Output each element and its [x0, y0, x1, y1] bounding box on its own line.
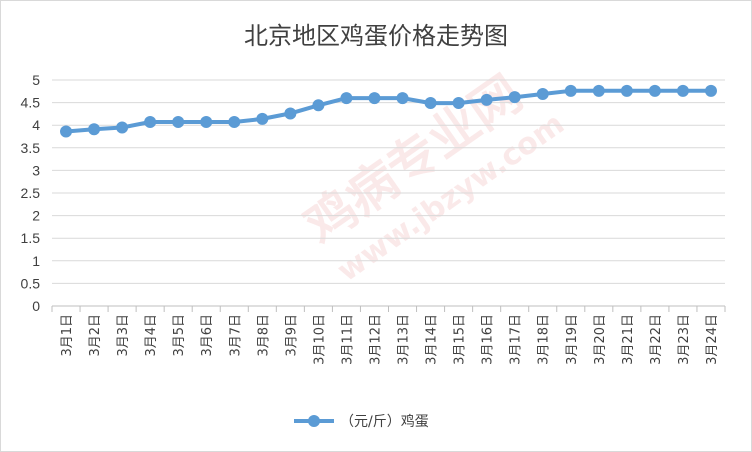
data-point	[452, 97, 465, 110]
y-tick-label: 3.5	[21, 140, 41, 156]
x-tick-label: 3月22日	[649, 314, 664, 365]
chart-title: 北京地区鸡蛋价格走势图	[244, 22, 508, 50]
y-tick-label: 0.5	[21, 275, 41, 291]
x-tick-label: 3月2日	[88, 314, 103, 357]
data-point	[256, 112, 269, 125]
x-tick-label: 3月9日	[284, 314, 299, 357]
data-point	[508, 91, 521, 104]
y-tick-label: 2	[32, 208, 40, 224]
y-tick-label: 2.5	[21, 185, 41, 201]
data-point	[368, 92, 381, 105]
x-tick-label: 3月16日	[481, 314, 496, 365]
x-tick-label: 3月4日	[144, 314, 159, 357]
x-tick-label: 3月13日	[397, 314, 412, 365]
data-point	[116, 121, 129, 134]
x-tick-label: 3月12日	[368, 314, 383, 365]
gridlines	[52, 79, 725, 284]
data-point	[88, 123, 101, 136]
x-tick-label: 3月18日	[537, 314, 552, 365]
x-tick-label: 3月11日	[340, 314, 355, 365]
y-tick-label: 5	[32, 72, 40, 88]
data-point	[284, 107, 297, 120]
series-layer	[60, 84, 717, 138]
legend: （元/斤）鸡蛋	[294, 413, 429, 430]
x-tick-label: 3月10日	[312, 314, 327, 365]
y-tick-label: 4.5	[21, 95, 41, 111]
y-tick-label: 1	[32, 253, 40, 269]
data-point	[60, 125, 73, 138]
data-point	[340, 92, 353, 105]
x-tick-label: 3月17日	[509, 314, 524, 365]
x-tick-label: 3月8日	[256, 314, 271, 357]
data-point	[676, 84, 689, 97]
y-axis-ticks: 0 0.5 1 1.5 2 2.5 3 3.5 4 4.5 5	[21, 72, 41, 314]
legend-swatch-marker	[308, 415, 320, 427]
data-point	[312, 99, 325, 112]
x-tick-label: 3月20日	[593, 314, 608, 365]
x-tick-label: 3月21日	[621, 314, 636, 365]
x-tick-label: 3月3日	[116, 314, 131, 357]
x-tick-label: 3月23日	[677, 314, 692, 365]
x-tick-label: 3月1日	[60, 314, 75, 357]
x-axis	[51, 305, 726, 312]
x-tick-label: 3月19日	[565, 314, 580, 365]
legend-label: （元/斤）鸡蛋	[340, 413, 429, 430]
data-point	[228, 116, 241, 129]
y-tick-label: 1.5	[21, 230, 41, 246]
x-axis-ticks: 3月1日 3月2日 3月3日 3月4日 3月5日 3月6日 3月7日 3月8日 3月9日 3月10…	[60, 314, 720, 365]
data-point	[536, 88, 549, 101]
data-point	[592, 84, 605, 97]
y-tick-label: 4	[32, 117, 40, 133]
x-tick-label: 3月14日	[425, 314, 440, 365]
data-point	[480, 93, 493, 106]
data-point	[424, 97, 437, 110]
data-point	[144, 116, 157, 129]
x-tick-label: 3月15日	[453, 314, 468, 365]
data-point	[648, 84, 661, 97]
y-tick-label: 0	[32, 298, 40, 314]
y-tick-label: 3	[32, 162, 40, 178]
x-tick-label: 3月7日	[228, 314, 243, 357]
data-point	[200, 116, 213, 129]
data-point	[704, 84, 717, 97]
x-tick-label: 3月24日	[705, 314, 720, 365]
x-tick-label: 3月5日	[172, 314, 187, 357]
data-point	[564, 84, 577, 97]
data-point	[396, 92, 409, 105]
x-tick-label: 3月6日	[200, 314, 215, 357]
data-point	[172, 116, 185, 129]
data-point	[620, 84, 633, 97]
